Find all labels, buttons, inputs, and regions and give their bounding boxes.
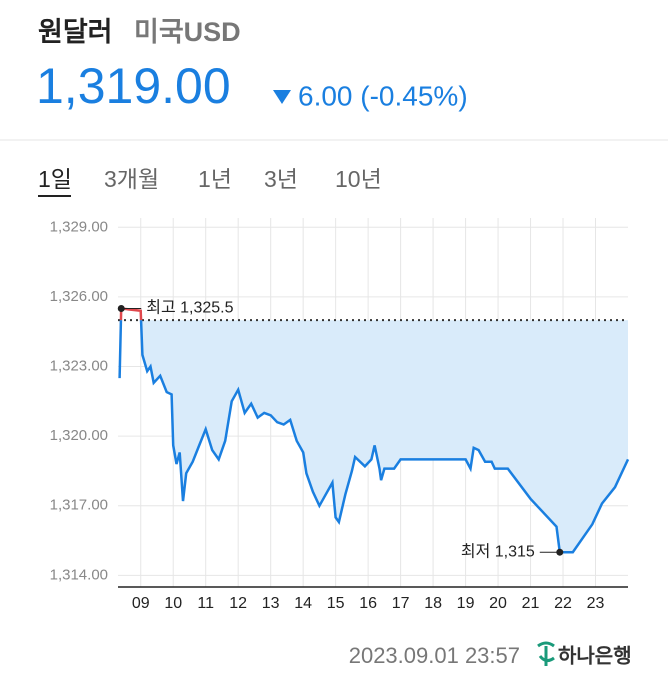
area [119,320,628,553]
y-tick-label: 1,326.00 [50,288,108,305]
source: 하나은행 [558,644,632,667]
title: 원달러 [38,17,113,47]
bank-logo [537,641,555,666]
x-tick-label: 23 [587,595,605,612]
x-tick-label: 22 [554,595,572,612]
x-tick-label: 12 [229,595,247,612]
x-tick-label: 14 [294,595,312,612]
line [118,320,630,554]
y-tick-label: 1,317.00 [50,497,108,514]
x-tick-label: 19 [457,595,475,612]
subtitle: 미국USD [134,17,241,47]
x-tick-label: 16 [359,595,377,612]
x-tick-label: 18 [424,595,442,612]
annotation-label: 최저 1,315 [461,542,535,560]
change: 6.00 (-0.45%) [298,80,468,111]
x-tick-label: 09 [132,595,150,612]
x-tick-label: 15 [327,595,345,612]
y-tick-label: 1,320.00 [50,427,108,444]
y-tick-label: 1,329.00 [50,218,108,235]
x-tick-label: 10 [164,595,182,612]
x-tick-label: 21 [522,595,540,612]
annotation-dot [556,548,564,556]
tab[interactable]: 1일 [38,166,72,192]
annotation-dot [117,305,125,313]
x-tick-label: 20 [489,595,507,612]
tab[interactable]: 1년 [198,166,232,192]
x-tick-label: 11 [197,595,214,612]
x-tick-label: 17 [392,595,410,612]
price: 1,319.00 [36,58,231,114]
x-tick-label: 13 [262,595,280,612]
annotation-label: 최고 1,325.5 [146,299,233,317]
y-tick-label: 1,314.00 [50,566,108,583]
tab[interactable]: 3년 [264,166,298,192]
down-arrow [273,90,291,104]
y-tick-label: 1,323.00 [50,357,108,374]
timestamp: 2023.09.01 23:57 [349,643,520,668]
tab[interactable]: 10년 [335,166,382,192]
tab[interactable]: 3개월 [104,166,159,192]
